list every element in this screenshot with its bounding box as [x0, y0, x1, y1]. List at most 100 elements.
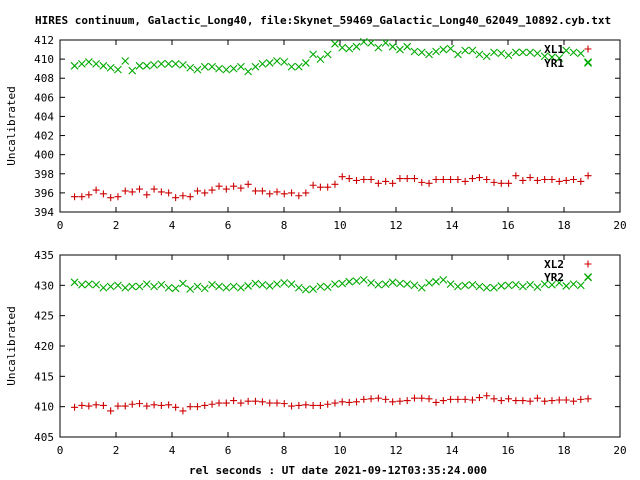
bottom-y-axis-label: Uncalibrated [5, 306, 18, 385]
data-point-yr1 [381, 38, 390, 47]
data-point-yr2 [222, 283, 231, 292]
data-point-yr1 [468, 46, 477, 55]
data-point-yr2 [504, 281, 513, 290]
data-point-xl2 [584, 395, 592, 403]
data-point-yr1 [77, 59, 86, 68]
data-point-xl1 [541, 176, 549, 184]
data-point-xl2 [208, 400, 216, 408]
data-point-xl2 [302, 401, 310, 409]
data-point-xl1 [215, 182, 223, 190]
data-point-xl1 [533, 176, 541, 184]
bottom-y-tick-label: 435 [34, 249, 54, 262]
legend-marker-yr1 [584, 59, 592, 67]
data-point-xl2 [85, 402, 93, 410]
data-point-xl2 [316, 401, 324, 409]
top-x-tick-label: 18 [557, 219, 570, 232]
data-point-yr2 [548, 280, 556, 289]
bottom-legend: XL2 YR2 [544, 258, 592, 284]
top-series-xl1 [71, 172, 592, 202]
data-point-xl1 [519, 176, 527, 184]
data-point-xl2 [114, 402, 122, 410]
top-y-axis-label: Uncalibrated [5, 86, 18, 165]
data-point-yr2 [171, 284, 180, 293]
data-point-xl2 [288, 402, 296, 410]
data-point-xl2 [562, 396, 570, 404]
top-plot-frame [59, 39, 621, 213]
data-point-yr1 [576, 49, 585, 58]
data-point-xl1 [468, 175, 476, 183]
data-point-xl2 [157, 401, 165, 409]
data-point-yr2 [294, 283, 303, 292]
data-point-xl1 [418, 178, 426, 186]
data-point-xl1 [555, 177, 563, 185]
data-point-yr1 [200, 62, 209, 71]
data-point-yr1 [106, 63, 115, 72]
data-point-xl2 [461, 395, 469, 403]
data-point-xl1 [193, 187, 201, 195]
data-point-xl2 [360, 395, 368, 403]
data-point-xl2 [136, 400, 144, 408]
data-point-yr1 [258, 59, 267, 68]
top-y-tick-label: 396 [34, 187, 54, 200]
data-point-xl1 [403, 175, 411, 183]
data-point-xl2 [280, 400, 288, 408]
data-point-yr1 [164, 59, 173, 68]
data-point-xl1 [309, 181, 317, 189]
data-point-xl2 [143, 402, 151, 410]
data-point-xl2 [324, 400, 332, 408]
data-point-yr1 [229, 64, 238, 73]
data-point-xl1 [302, 189, 310, 197]
data-point-xl1 [331, 180, 339, 188]
data-point-yr2 [208, 280, 216, 289]
data-point-xl1 [78, 193, 86, 201]
bottom-x-tick-label: 0 [57, 444, 64, 457]
data-point-xl1 [490, 178, 498, 186]
data-point-xl1 [143, 191, 151, 199]
top-x-tick-label: 6 [225, 219, 232, 232]
data-point-yr1 [114, 65, 122, 74]
top-x-tick-label: 0 [57, 219, 64, 232]
data-point-yr2 [562, 282, 571, 290]
bottom-series-xl2 [71, 392, 592, 415]
data-point-xl1 [71, 193, 79, 201]
top-legend: XL1 YR1 [544, 43, 592, 70]
data-point-xl2 [201, 401, 209, 409]
data-point-yr2 [338, 279, 347, 288]
data-point-xl1 [121, 187, 129, 195]
data-point-yr2 [70, 278, 79, 287]
data-point-xl1 [526, 174, 534, 182]
data-point-yr2 [258, 280, 267, 289]
data-point-yr2 [410, 281, 419, 290]
data-point-yr1 [331, 39, 339, 48]
data-point-yr2 [244, 282, 253, 290]
chart-title: HIRES continuum, Galactic_Long40, file:S… [35, 14, 611, 27]
bottom-y-tick-label: 405 [34, 431, 54, 444]
top-x-tick-label: 20 [613, 219, 626, 232]
top-x-tick-label: 10 [333, 219, 346, 232]
data-point-yr2 [425, 279, 433, 287]
bottom-y-tick-label: 420 [34, 340, 54, 353]
data-point-yr2 [106, 282, 115, 291]
bottom-x-tick-label: 20 [613, 444, 626, 457]
top-y-tick-label: 402 [34, 130, 54, 143]
data-point-xl2 [396, 397, 404, 405]
data-point-xl2 [490, 395, 498, 403]
data-point-xl1 [345, 175, 353, 183]
data-point-xl1 [179, 192, 187, 200]
bottom-x-tick-label: 14 [445, 444, 459, 457]
data-point-yr2 [439, 275, 448, 284]
data-point-xl2 [519, 397, 527, 405]
data-point-yr1 [301, 59, 310, 67]
data-point-xl2 [533, 394, 541, 402]
data-point-xl1 [208, 186, 216, 194]
data-point-yr1 [562, 46, 571, 55]
data-point-yr2 [555, 279, 564, 287]
data-point-yr1 [316, 55, 325, 64]
data-point-yr2 [388, 278, 397, 287]
bottom-y-tick-label: 410 [34, 401, 54, 414]
data-point-xl1 [324, 183, 332, 191]
data-point-xl1 [425, 179, 433, 187]
data-point-xl1 [172, 194, 180, 202]
data-point-xl1 [92, 186, 100, 194]
data-point-xl1 [410, 175, 418, 183]
